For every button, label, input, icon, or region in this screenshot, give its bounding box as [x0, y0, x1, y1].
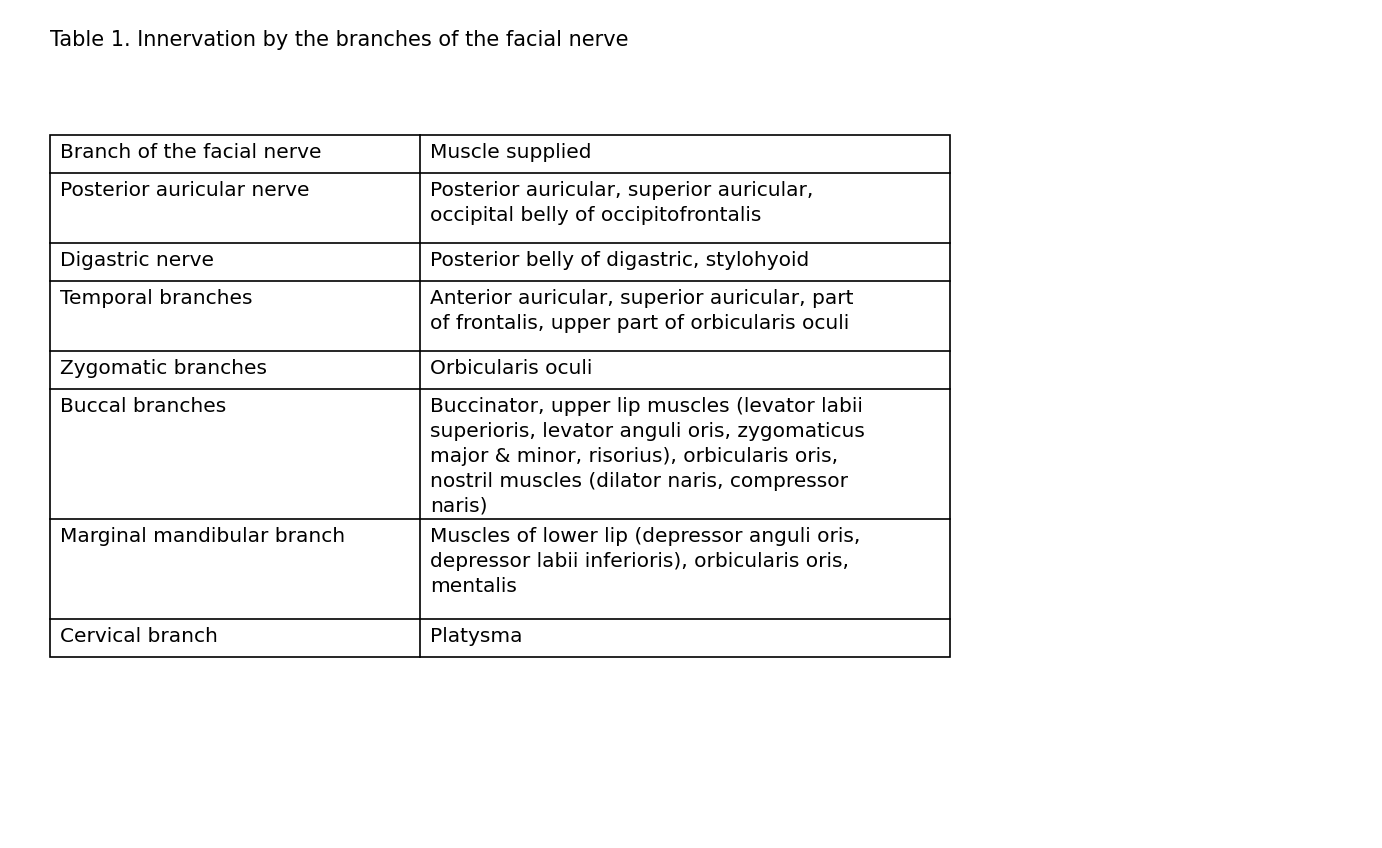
Text: Marginal mandibular branch: Marginal mandibular branch — [59, 527, 346, 546]
Text: Anterior auricular, superior auricular, part
of frontalis, upper part of orbicul: Anterior auricular, superior auricular, … — [430, 289, 854, 333]
Bar — [50, 135, 949, 657]
Text: Orbicularis oculi: Orbicularis oculi — [430, 359, 593, 378]
Text: Branch of the facial nerve: Branch of the facial nerve — [59, 143, 322, 162]
Text: Posterior auricular nerve: Posterior auricular nerve — [59, 181, 310, 200]
Text: Platysma: Platysma — [430, 627, 522, 646]
Text: Muscles of lower lip (depressor anguli oris,
depressor labii inferioris), orbicu: Muscles of lower lip (depressor anguli o… — [430, 527, 861, 596]
Text: Buccal branches: Buccal branches — [59, 397, 227, 416]
Text: Temporal branches: Temporal branches — [59, 289, 253, 308]
Text: Posterior auricular, superior auricular,
occipital belly of occipitofrontalis: Posterior auricular, superior auricular,… — [430, 181, 814, 225]
Text: Buccinator, upper lip muscles (levator labii
superioris, levator anguli oris, zy: Buccinator, upper lip muscles (levator l… — [430, 397, 865, 516]
Text: Zygomatic branches: Zygomatic branches — [59, 359, 267, 378]
Text: Digastric nerve: Digastric nerve — [59, 251, 214, 270]
Text: Table 1. Innervation by the branches of the facial nerve: Table 1. Innervation by the branches of … — [50, 30, 629, 50]
Text: Posterior belly of digastric, stylohyoid: Posterior belly of digastric, stylohyoid — [430, 251, 810, 270]
Text: Cervical branch: Cervical branch — [59, 627, 218, 646]
Text: Muscle supplied: Muscle supplied — [430, 143, 591, 162]
